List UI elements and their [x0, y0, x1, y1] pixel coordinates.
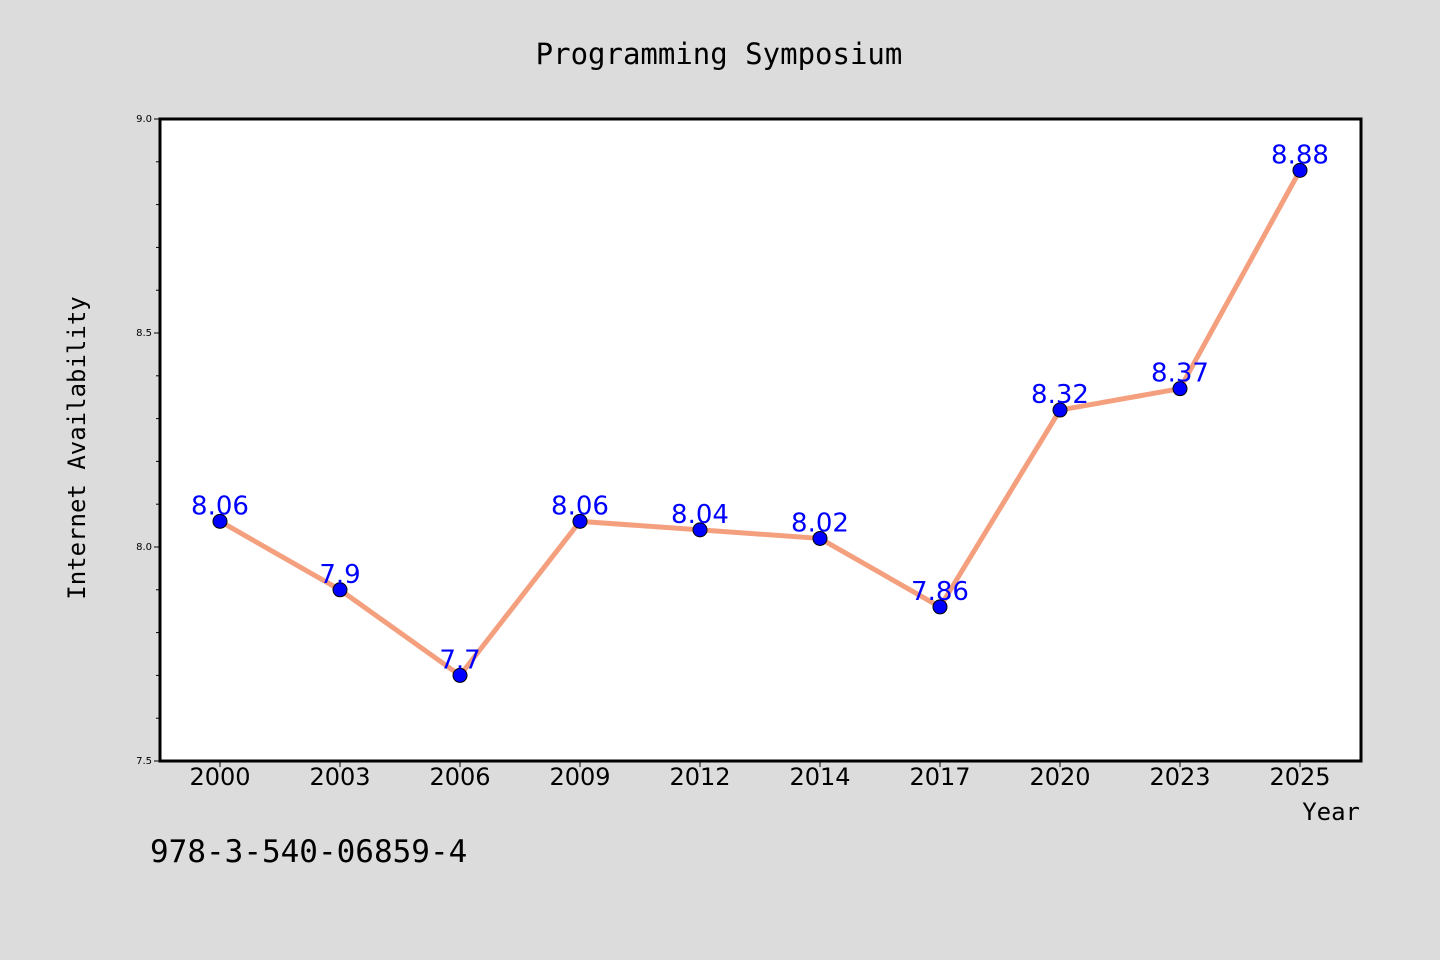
data-label: 8.06	[191, 491, 249, 521]
series-line	[217, 167, 1303, 678]
x-tick-label: 2020	[1029, 763, 1090, 791]
data-label: 8.37	[1151, 359, 1209, 389]
y-tick-label: 8.0	[136, 542, 152, 553]
x-tick-label: 2023	[1149, 763, 1210, 791]
x-tick-label: 2003	[309, 763, 370, 791]
data-point	[812, 530, 828, 546]
data-point	[692, 522, 708, 538]
plot-area	[158, 117, 1363, 763]
isbn-text: 978-3-540-06859-4	[150, 834, 468, 870]
y-tick-label: 9.0	[136, 114, 152, 125]
data-label: 8.32	[1031, 380, 1089, 410]
data-label: 8.04	[671, 500, 729, 530]
data-point	[572, 513, 588, 529]
x-tick-label: 2006	[429, 763, 490, 791]
data-label: 7.7	[439, 645, 480, 675]
data-label: 8.06	[551, 491, 609, 521]
data-label: 8.88	[1271, 140, 1329, 170]
chart-title: Programming Symposium	[536, 37, 903, 71]
x-tick-label: 2009	[549, 763, 610, 791]
data-label: 7.9	[319, 560, 360, 590]
data-point	[1052, 402, 1068, 418]
x-axis: 2000 2003 2006 2009 2012 2014 2017 2020 2023 2025	[189, 761, 1331, 791]
data-point	[1292, 162, 1308, 178]
data-point	[932, 599, 948, 615]
x-tick-label: 2012	[669, 763, 730, 791]
data-label: 7.86	[911, 577, 969, 607]
data-labels: 8.06 7.9 7.7 8.06 8.04 8.02 7.86 8.32 8.37 8.88	[191, 140, 1329, 675]
x-tick-label: 2000	[189, 763, 250, 791]
x-axis-label: Year	[1302, 798, 1360, 826]
data-label: 8.02	[791, 508, 849, 538]
x-tick-label: 2014	[789, 763, 850, 791]
x-tick-label: 2025	[1269, 763, 1330, 791]
data-point	[212, 513, 228, 529]
y-axis: 7.5 8.0 8.5 9.0	[136, 114, 160, 767]
y-axis-label: Internet Availability	[63, 296, 91, 599]
y-tick-label: 8.5	[136, 328, 152, 339]
data-point	[332, 582, 348, 598]
data-markers	[212, 162, 1308, 683]
y-tick-label: 7.5	[136, 756, 152, 767]
data-point	[1172, 381, 1188, 397]
x-tick-label: 2017	[909, 763, 970, 791]
data-point	[452, 667, 468, 683]
